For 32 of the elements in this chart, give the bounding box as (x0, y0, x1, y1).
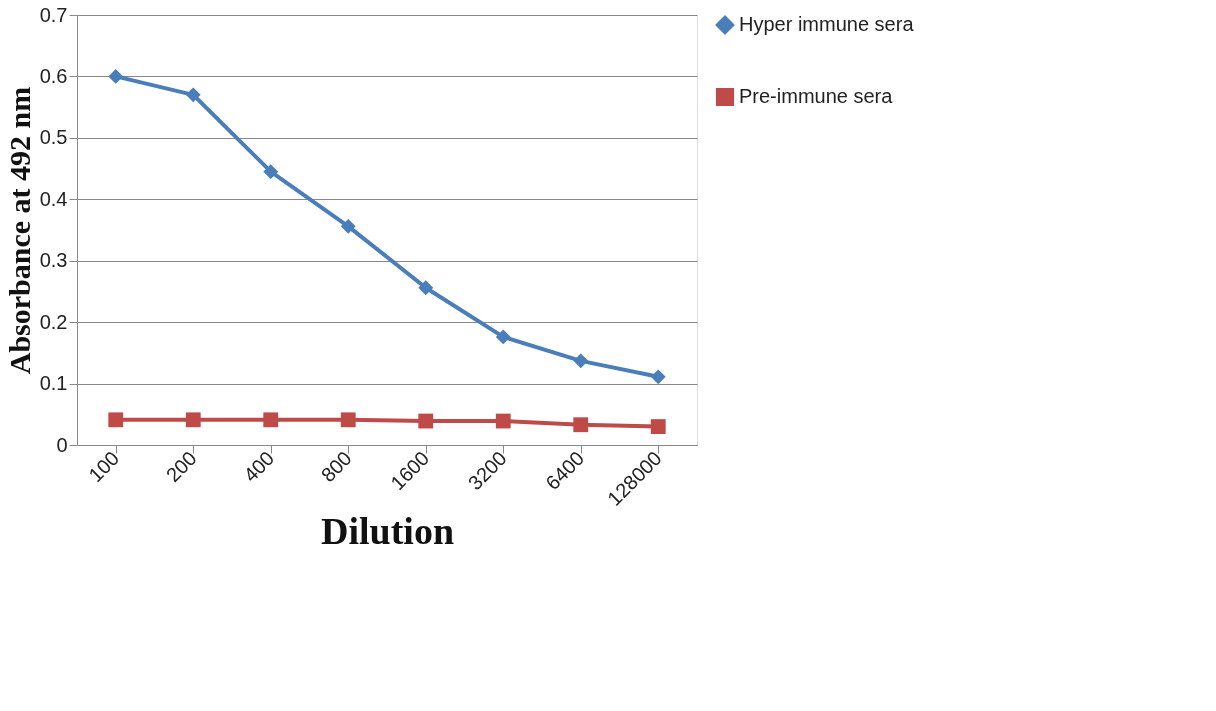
x-tick-label: 100 (84, 447, 124, 487)
y-tick-label: 0.2 (39, 310, 68, 333)
legend-label: Hyper immune sera (739, 13, 915, 35)
x-axis-title: Dilution (320, 509, 455, 552)
x-tick-label: 200 (161, 447, 201, 487)
point (495, 329, 511, 345)
y-tick-label: 0.7 (39, 3, 68, 26)
point (108, 69, 124, 84)
y-tick-label: 0.3 (39, 249, 68, 272)
y-tick-label: 0.4 (39, 187, 68, 210)
point (650, 369, 666, 385)
point (573, 353, 589, 369)
x-tick-label: 800 (316, 447, 356, 487)
point (418, 413, 434, 429)
y-tick-label: 0.6 (39, 64, 68, 87)
point (263, 164, 279, 180)
x-tick-label: 400 (239, 447, 279, 487)
point (495, 413, 511, 429)
y-tick-label: 0.5 (39, 126, 68, 149)
y-tick-label: 0.1 (39, 372, 68, 395)
point (340, 412, 356, 428)
point (650, 419, 666, 434)
y-axis-title: Absorbance at 492 nm (2, 86, 36, 375)
point (108, 412, 124, 428)
legend-label: Pre-immune sera (739, 85, 894, 107)
point (340, 218, 356, 234)
point (185, 87, 201, 103)
point (418, 280, 434, 296)
point (185, 412, 201, 428)
point (263, 412, 279, 428)
point (573, 417, 589, 433)
y-tick-label: 0 (56, 433, 68, 456)
